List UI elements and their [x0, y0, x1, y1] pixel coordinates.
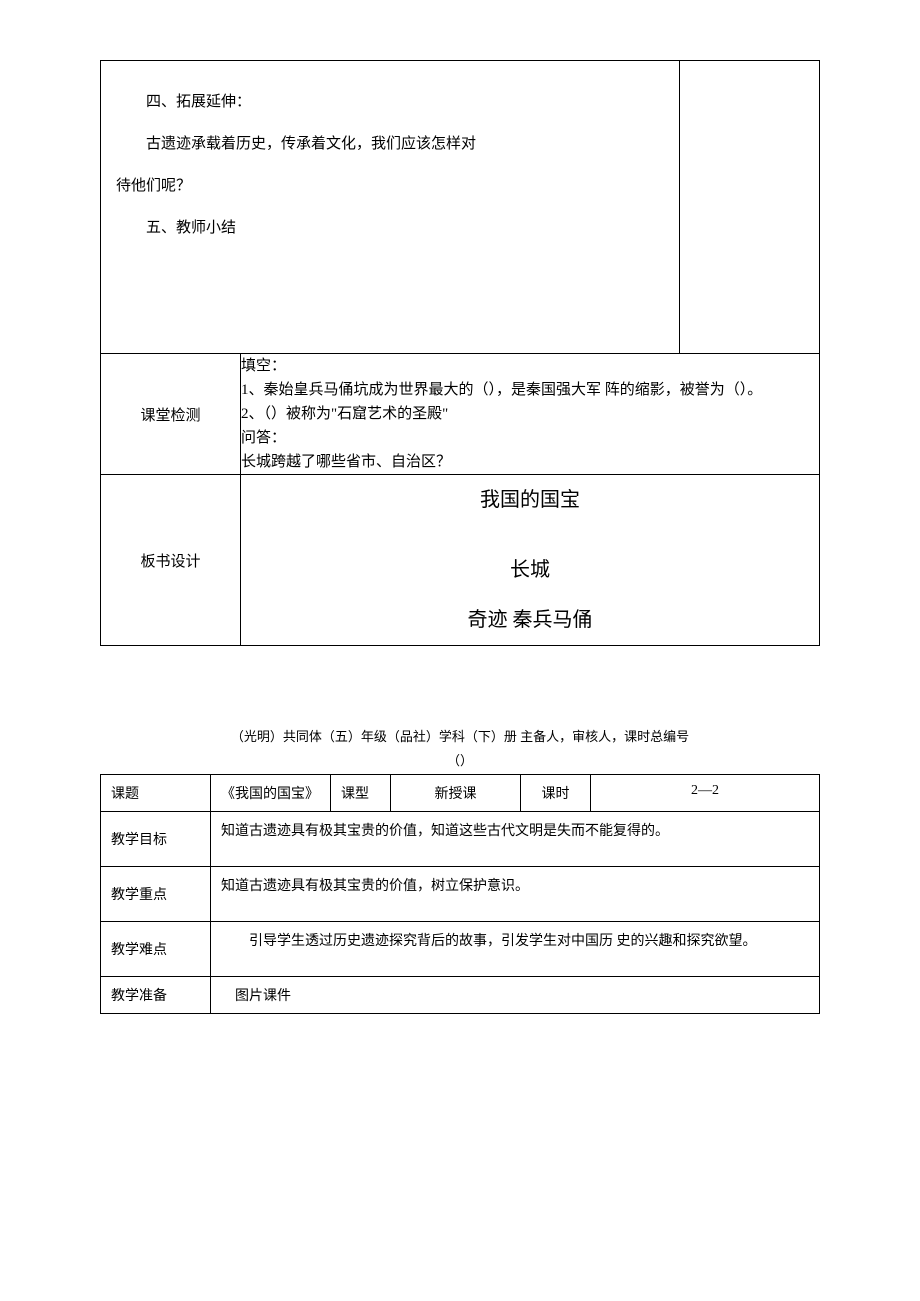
- board-line: 长城: [241, 545, 819, 595]
- section-heading-2: 五、教师小结: [116, 207, 664, 249]
- info-content: 图片课件: [211, 977, 820, 1014]
- info-label: 教学目标: [101, 812, 211, 867]
- extension-section: 四、拓展延伸： 古遗迹承载着历史，传承着文化，我们应该怎样对 待他们呢？ 五、教…: [101, 61, 679, 353]
- class-test-label: 课堂检测: [101, 354, 241, 475]
- section-text: 待他们呢？: [116, 165, 664, 207]
- table-caption-sub: （）: [100, 750, 820, 769]
- test-line: 2、（）被称为"石窟艺术的圣殿": [241, 402, 819, 426]
- info-label: 教学重点: [101, 867, 211, 922]
- info-label: 课型: [331, 775, 391, 812]
- section-text: 古遗迹承载着历史，传承着文化，我们应该怎样对: [116, 123, 664, 165]
- test-line: 长城跨越了哪些省市、自治区？: [241, 450, 819, 474]
- info-label: 教学准备: [101, 977, 211, 1014]
- info-value: 2—2: [591, 775, 820, 812]
- info-content: 引导学生透过历史遗迹探究背后的故事，引发学生对中国历 史的兴趣和探究欲望。: [211, 922, 820, 977]
- section-heading: 四、拓展延伸：: [116, 81, 664, 123]
- info-label: 课题: [101, 775, 211, 812]
- lesson-info-table: 课题 《我国的国宝》 课型 新授课 课时 2—2 教学目标 知道古遗迹具有极其宝…: [100, 774, 820, 1014]
- test-line: 填空：: [241, 354, 819, 378]
- info-label: 教学难点: [101, 922, 211, 977]
- class-test-content: 填空： 1、秦始皇兵马俑坑成为世界最大的（），是秦国强大军 阵的缩影，被誉为（）…: [241, 354, 820, 475]
- board-title: 我国的国宝: [241, 475, 819, 525]
- info-content: 知道古遗迹具有极其宝贵的价值，树立保护意识。: [211, 867, 820, 922]
- board-design-label: 板书设计: [101, 475, 241, 646]
- test-line: 问答：: [241, 426, 819, 450]
- info-label: 课时: [521, 775, 591, 812]
- table-caption: （光明）共同体（五）年级（品社）学科（下）册 主备人，审核人，课时总编号: [100, 726, 820, 745]
- test-line: 1、秦始皇兵马俑坑成为世界最大的（），是秦国强大军 阵的缩影，被誉为（）。: [241, 378, 819, 402]
- blank-column: [680, 61, 820, 354]
- info-value: 新授课: [391, 775, 521, 812]
- info-content: 知道古遗迹具有极其宝贵的价值，知道这些古代文明是失而不能复得的。: [211, 812, 820, 867]
- board-design-content: 我国的国宝 长城 奇迹 秦兵马俑: [241, 475, 820, 646]
- lesson-plan-table-1: 四、拓展延伸： 古遗迹承载着历史，传承着文化，我们应该怎样对 待他们呢？ 五、教…: [100, 60, 820, 646]
- info-value: 《我国的国宝》: [211, 775, 331, 812]
- board-line: 奇迹 秦兵马俑: [241, 595, 819, 645]
